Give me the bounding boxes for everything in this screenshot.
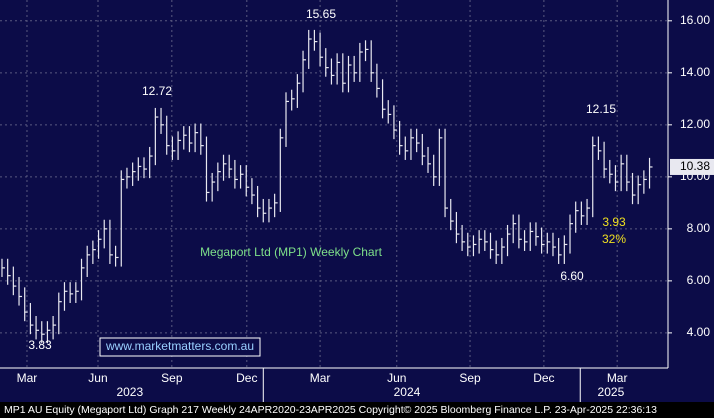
x-tick-label: Mar: [310, 371, 331, 385]
annotation: 6.60: [560, 269, 584, 283]
background: [0, 0, 714, 402]
x-tick-label: Jun: [387, 371, 406, 385]
x-tick-label: Jun: [88, 371, 107, 385]
y-tick-label: 4.00: [687, 325, 711, 339]
annotation: 12.15: [586, 102, 616, 116]
footer: MP1 AU Equity (Megaport Ltd) Graph 217 W…: [4, 404, 657, 416]
x-tick-label: Sep: [161, 371, 183, 385]
last-price-box: [670, 158, 714, 175]
footer-bar: [0, 402, 714, 418]
y-tick-label: 8.00: [687, 221, 711, 235]
year-label: 2023: [116, 385, 143, 399]
x-tick-label: Sep: [459, 371, 481, 385]
last-price: 10.38: [680, 159, 710, 173]
x-tick-label: Mar: [607, 371, 628, 385]
chart-title: Megaport Ltd (MP1) Weekly Chart: [200, 245, 383, 259]
x-tick-label: Dec: [533, 371, 554, 385]
watermark: www.marketmatters.com.au: [105, 339, 254, 353]
annotation: 15.65: [306, 7, 336, 21]
annotation: 12.72: [142, 84, 172, 98]
x-tick-label: Dec: [236, 371, 257, 385]
y-tick-label: 6.00: [687, 273, 711, 287]
y-tick-label: 16.00: [680, 13, 710, 27]
annotation: 3.93: [602, 215, 626, 229]
watermark-box: [99, 337, 261, 357]
year-label: 2024: [394, 385, 421, 399]
y-tick-label: 14.00: [680, 65, 710, 79]
annotation: 32%: [602, 232, 626, 246]
year-label: 2025: [598, 385, 625, 399]
x-tick-label: Mar: [17, 371, 38, 385]
annotation: 3.83: [28, 338, 52, 352]
y-tick-label: 12.00: [680, 117, 710, 131]
